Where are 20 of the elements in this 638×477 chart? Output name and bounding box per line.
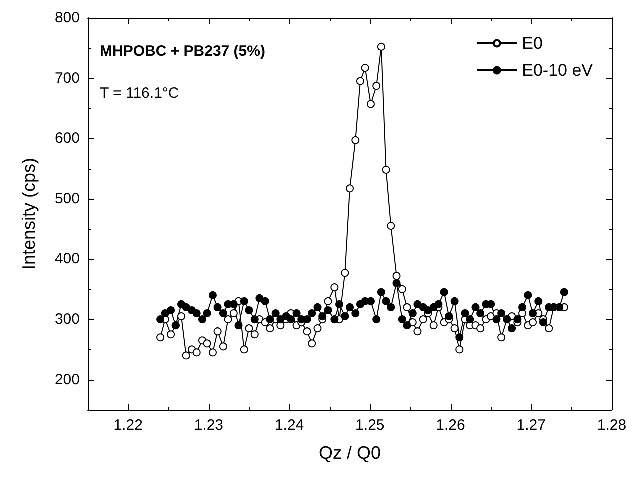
- x-tick-label: 1.24: [274, 417, 304, 434]
- y-tick-label: 200: [54, 371, 80, 388]
- y-axis-title: Intensity (cps): [19, 158, 39, 270]
- y-tick-label: 800: [54, 10, 80, 26]
- x-tick-label: 1.22: [114, 417, 143, 434]
- annotation: T = 116.1°C: [100, 85, 180, 102]
- x-tick-label: 1.26: [436, 417, 466, 434]
- y-tick-label: 500: [54, 190, 80, 208]
- x-tick-label: 1.25: [356, 417, 385, 434]
- legend-label: E0: [522, 34, 543, 53]
- x-tick-label: 1.27: [516, 417, 546, 434]
- y-tick-label: 600: [54, 130, 80, 148]
- legend-label: E0-10 eV: [522, 61, 594, 80]
- x-tick-label: 1.23: [194, 417, 224, 434]
- y-tick-label: 700: [54, 70, 80, 87]
- y-tick-label: 400: [54, 250, 80, 268]
- annotation: MHPOBC + PB237 (5%): [100, 43, 266, 60]
- x-tick-label: 1.28: [597, 417, 627, 434]
- x-axis-title: Qz / Q0: [318, 443, 382, 463]
- y-tick-label: 300: [54, 311, 80, 328]
